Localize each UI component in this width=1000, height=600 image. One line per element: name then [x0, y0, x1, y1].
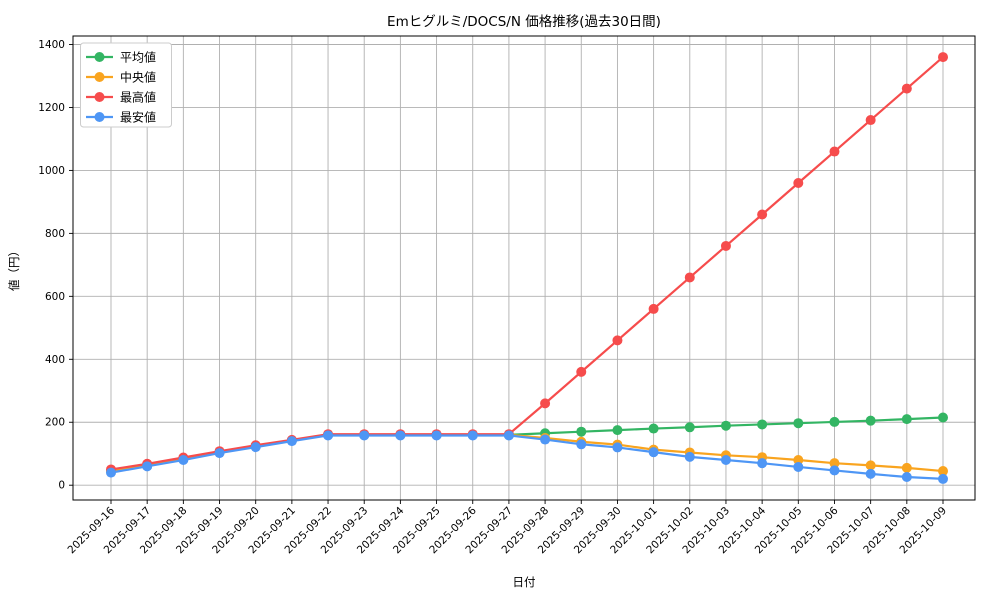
data-point-avg [648, 423, 659, 434]
data-point-avg [865, 415, 876, 426]
y-tick-label: 600 [45, 291, 65, 303]
data-point-min [865, 468, 876, 479]
data-point-max [901, 83, 912, 94]
data-point-max [684, 272, 695, 283]
chart-title: Emヒグルミ/DOCS/N 価格推移(過去30日間) [387, 14, 661, 30]
data-point-min [938, 473, 948, 484]
data-point-avg [720, 420, 731, 431]
data-point-avg [901, 414, 912, 425]
y-tick-label: 0 [58, 480, 65, 492]
data-point-median [793, 455, 804, 466]
data-point-avg [757, 419, 768, 430]
data-point-max [757, 209, 768, 220]
legend-label: 最高値 [120, 90, 156, 105]
data-point-max [648, 303, 659, 314]
data-point-min [467, 430, 478, 441]
y-axis-label: 値（円） [7, 245, 21, 291]
data-point-min [106, 467, 116, 478]
data-point-min [540, 434, 551, 445]
data-point-min [178, 455, 189, 466]
data-point-median [829, 458, 840, 469]
data-point-max [720, 240, 731, 251]
y-tick-label: 200 [45, 417, 65, 429]
data-point-median [865, 460, 876, 471]
data-point-avg [576, 426, 587, 437]
data-point-min [612, 442, 623, 453]
legend-label: 中央値 [120, 70, 156, 85]
legend-marker [94, 72, 105, 82]
data-point-min [359, 430, 370, 441]
data-point-min [757, 458, 768, 469]
data-point-min [250, 442, 261, 453]
legend-marker [94, 92, 105, 102]
y-tick-label: 800 [45, 228, 65, 240]
x-axis-label: 日付 [513, 575, 536, 589]
data-point-max [540, 398, 551, 409]
data-point-avg [793, 418, 804, 429]
data-point-min [648, 447, 659, 458]
data-point-min [142, 461, 153, 472]
legend-item-min: 最安値 [86, 110, 156, 125]
legend-label: 最安値 [120, 110, 156, 125]
y-tick-label: 400 [45, 354, 65, 366]
data-point-median [938, 466, 948, 477]
series-line-min [109, 434, 945, 481]
legend-label: 平均値 [120, 50, 156, 65]
data-point-min [503, 430, 514, 441]
data-point-median [901, 462, 912, 473]
data-point-avg [612, 425, 623, 436]
data-point-min [323, 430, 334, 441]
series-layer [106, 52, 948, 484]
data-point-min [720, 455, 731, 466]
data-point-max [793, 178, 804, 189]
y-tick-label: 1400 [38, 39, 65, 51]
plot-border [72, 35, 976, 501]
data-point-min [901, 472, 912, 483]
data-point-max [938, 52, 948, 63]
data-point-min [214, 448, 225, 459]
data-point-avg [684, 422, 695, 433]
data-point-max [612, 335, 623, 346]
y-tick-label: 1200 [38, 102, 65, 114]
data-point-max [576, 366, 587, 377]
series-line-max [109, 55, 945, 471]
axis-tick-marks [69, 44, 944, 504]
data-point-min [431, 430, 442, 441]
data-point-avg [829, 416, 840, 427]
y-tick-labels: 0 200 400 600 800 1000 1200 1400 [38, 39, 65, 492]
data-point-max [829, 146, 840, 157]
legend-item-avg: 平均値 [86, 50, 156, 65]
data-point-avg [938, 412, 948, 423]
data-point-min [395, 430, 406, 441]
legend-marker [94, 112, 105, 122]
data-point-min [684, 451, 695, 462]
data-point-min [286, 436, 297, 447]
legend-marker [94, 52, 105, 62]
data-point-max [865, 115, 876, 126]
legend-item-max: 最高値 [86, 90, 156, 105]
data-point-min [829, 465, 840, 476]
y-tick-label: 1000 [38, 165, 65, 177]
data-point-min [576, 439, 587, 450]
legend-item-median: 中央値 [86, 70, 156, 85]
data-point-min [793, 461, 804, 472]
legend-box [80, 42, 172, 128]
